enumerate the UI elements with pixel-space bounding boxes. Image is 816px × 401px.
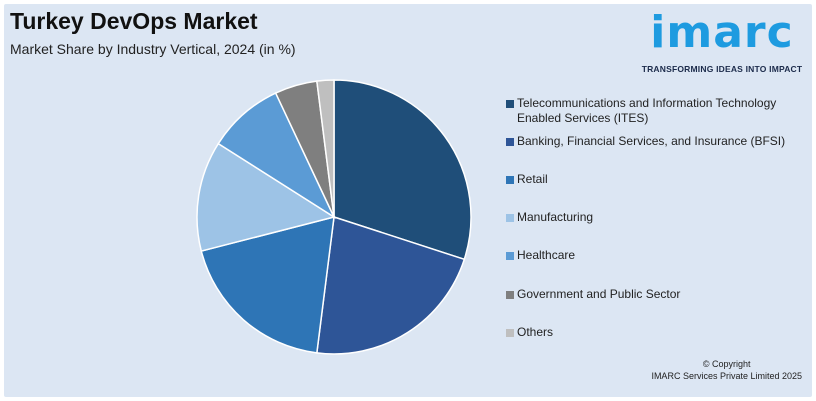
legend-item: Banking, Financial Services, and Insuran… (506, 134, 796, 149)
logo-tagline: TRANSFORMING IDEAS INTO IMPACT (641, 64, 803, 74)
pie-slice-1 (333, 79, 472, 261)
legend-swatch (506, 214, 514, 222)
legend-swatch (506, 329, 514, 337)
legend-item: Government and Public Sector (506, 287, 796, 302)
legend-item: Others (506, 325, 796, 340)
pie-slice-4 (196, 142, 336, 252)
chart-title: Turkey DevOps Market (10, 8, 258, 34)
legend-label: Telecommunications and Information Techn… (517, 96, 777, 125)
legend-item: Retail (506, 172, 796, 187)
copyright-line-2: IMARC Services Private Limited 2025 (651, 371, 802, 381)
legend-swatch (506, 138, 514, 146)
legend-swatch (506, 100, 514, 108)
legend-item: Manufacturing (506, 210, 796, 225)
legend-item: Healthcare (506, 248, 796, 263)
pie-slice-3 (200, 215, 335, 354)
legend-label: Manufacturing (517, 210, 594, 224)
legend-label: Healthcare (517, 248, 576, 262)
chart-subtitle: Market Share by Industry Vertical, 2024 … (10, 41, 296, 57)
pie-slice-2 (315, 216, 466, 355)
legend-label: Retail (517, 172, 548, 186)
copyright-line-1: © Copyright (702, 359, 751, 369)
legend-swatch (506, 176, 514, 184)
legend-swatch (506, 252, 514, 260)
legend-label: Others (517, 325, 554, 339)
legend-label: Banking, Financial Services, and Insuran… (517, 134, 786, 148)
legend-item: Telecommunications and Information Techn… (506, 96, 796, 126)
pie-slice-7 (315, 79, 335, 218)
logo-wordmark: imarc (650, 7, 794, 58)
legend-label: Government and Public Sector (517, 287, 681, 301)
copyright-notice: © Copyright IMARC Services Private Limit… (651, 358, 802, 382)
imarc-logo: imarc TRANSFORMING IDEAS INTO IMPACT (636, 8, 808, 80)
legend-swatch (506, 291, 514, 299)
